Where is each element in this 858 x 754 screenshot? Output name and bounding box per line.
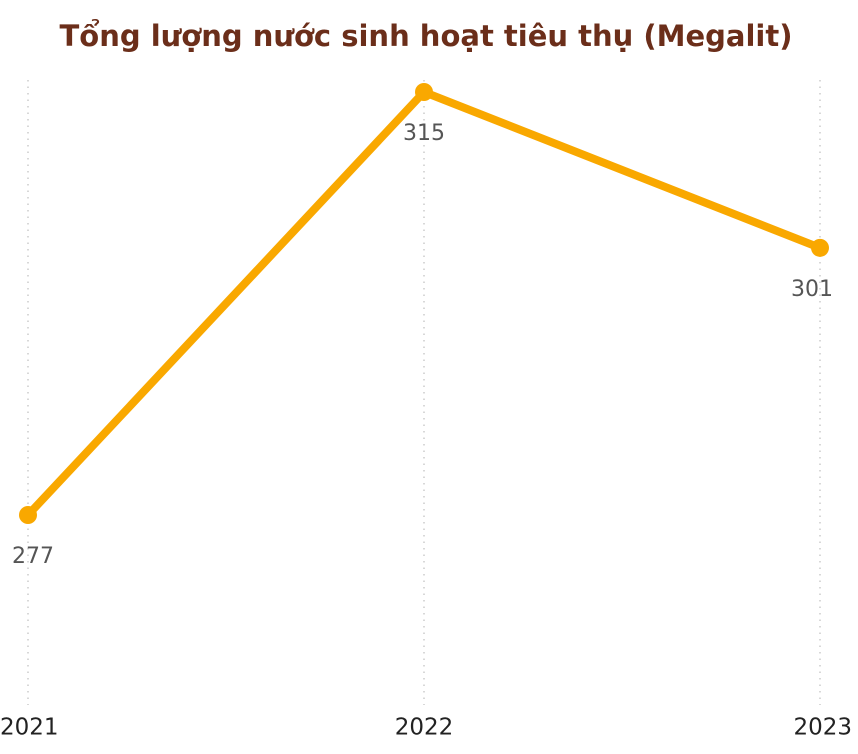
data-label: 277 [12, 544, 54, 569]
point [415, 83, 433, 101]
data-label: 315 [403, 121, 445, 146]
point [811, 238, 829, 257]
data-label: 301 [791, 277, 833, 302]
point [19, 506, 37, 524]
chart-title: Tổng lượng nước sinh hoạt tiêu thụ (Mega… [60, 19, 793, 53]
x-tick-label: 2022 [395, 715, 454, 741]
x-tick-label: 2023 [793, 715, 852, 741]
x-tick-label: 2021 [0, 715, 59, 741]
